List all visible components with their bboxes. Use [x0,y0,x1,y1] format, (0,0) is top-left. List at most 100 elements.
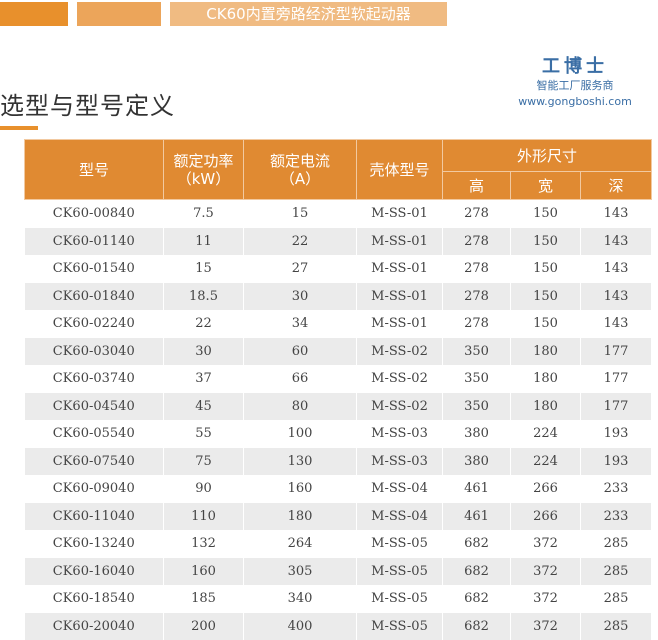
table-cell: 150 [511,228,581,256]
table-cell: CK60-04540 [25,393,164,421]
table-cell: 278 [443,200,511,228]
table-cell: 461 [443,475,511,503]
table-cell: CK60-02240 [25,310,164,338]
table-cell: 461 [443,503,511,531]
table-cell: 18.5 [164,283,244,311]
table-cell: 22 [244,228,357,256]
table-cell: 22 [164,310,244,338]
table-cell: 285 [581,558,652,586]
table-cell: 45 [164,393,244,421]
table-cell: 7.5 [164,200,244,228]
table-cell: M-SS-05 [357,558,443,586]
header-current: 额定电流（A） [244,140,357,200]
table-cell: 143 [581,283,652,311]
table-cell: CK60-13240 [25,530,164,558]
table-cell: 110 [164,503,244,531]
header-model: 型号 [25,140,164,200]
table-cell: 177 [581,365,652,393]
table-cell: 180 [511,338,581,366]
table-cell: CK60-03740 [25,365,164,393]
table-cell: 224 [511,420,581,448]
table-cell: 15 [244,200,357,228]
table-cell: M-SS-04 [357,475,443,503]
table-cell: 200 [164,613,244,640]
table-cell: 278 [443,283,511,311]
table-cell: 400 [244,613,357,640]
table-cell: CK60-01840 [25,283,164,311]
watermark-slogan: 智能工厂服务商 [537,79,614,92]
table-cell: M-SS-03 [357,448,443,476]
table-cell: 66 [244,365,357,393]
table-cell: CK60-01540 [25,255,164,283]
table-cell: 682 [443,530,511,558]
table-cell: M-SS-05 [357,530,443,558]
table-cell: 350 [443,393,511,421]
table-cell: CK60-03040 [25,338,164,366]
table-cell: 27 [244,255,357,283]
table-cell: 34 [244,310,357,338]
table-cell: 278 [443,310,511,338]
header-power-label: 额定功率 [173,152,233,170]
header-power: 额定功率（kW） [164,140,244,200]
table-cell: 160 [244,475,357,503]
table-cell: 180 [511,393,581,421]
table-cell: 285 [581,585,652,613]
table-cell: CK60-16040 [25,558,164,586]
table-cell: 60 [244,338,357,366]
table-cell: M-SS-05 [357,585,443,613]
table-cell: M-SS-01 [357,283,443,311]
table-cell: 11 [164,228,244,256]
header-current-label: 额定电流 [270,152,330,170]
table-cell: 150 [511,200,581,228]
watermark-brand: 工博士 [500,56,650,78]
table-cell: 37 [164,365,244,393]
table-cell: 143 [581,200,652,228]
table-cell: CK60-11040 [25,503,164,531]
header-housing: 壳体型号 [357,140,443,200]
table-cell: 180 [511,365,581,393]
table-cell: M-SS-02 [357,365,443,393]
table-cell: 90 [164,475,244,503]
table-cell: 150 [511,283,581,311]
table-cell: 55 [164,420,244,448]
table-cell: 177 [581,393,652,421]
table-cell: 278 [443,255,511,283]
table-cell: 233 [581,475,652,503]
table-cell: 30 [244,283,357,311]
table-cell: 264 [244,530,357,558]
table-cell: 372 [511,585,581,613]
table-cell: M-SS-05 [357,613,443,640]
table-cell: 350 [443,338,511,366]
table-cell: CK60-00840 [25,200,164,228]
table-cell: 180 [244,503,357,531]
table-cell: M-SS-03 [357,420,443,448]
watermark-url: www.gongboshi.com [518,95,632,108]
table-cell: 285 [581,613,652,640]
table-cell: CK60-18540 [25,585,164,613]
table-cell: 305 [244,558,357,586]
banner-title: CK60内置旁路经济型软起动器 [170,2,447,26]
table-cell: M-SS-02 [357,393,443,421]
table-cell: CK60-05540 [25,420,164,448]
table-cell: CK60-01140 [25,228,164,256]
table-cell: 30 [164,338,244,366]
table-cell: 143 [581,310,652,338]
table-cell: 682 [443,585,511,613]
table-cell: M-SS-01 [357,200,443,228]
table-cell: 380 [443,420,511,448]
table-cell: CK60-20040 [25,613,164,640]
banner-bar-1 [0,2,68,26]
header-width: 宽 [511,172,581,200]
table-cell: 266 [511,503,581,531]
header-dims: 外形尺寸 [443,140,652,172]
